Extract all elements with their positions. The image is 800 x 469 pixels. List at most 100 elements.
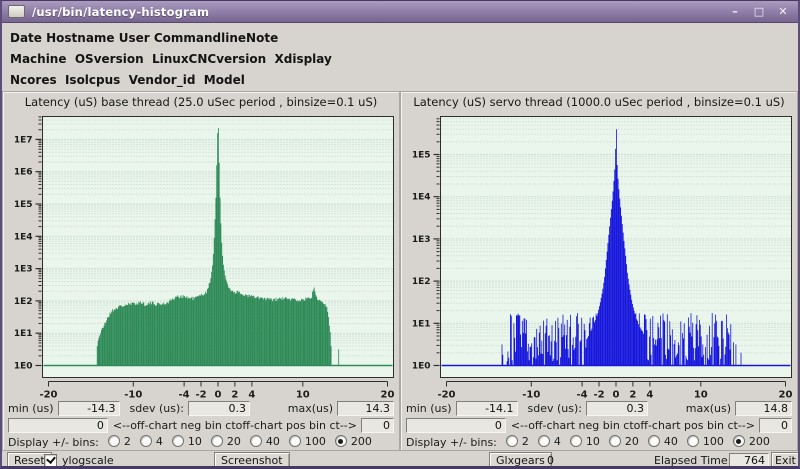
svg-text:10: 10 [296, 390, 310, 401]
radio-bins-100[interactable]: 100 [686, 434, 724, 448]
chart-title-base: Latency (uS) base thread (25.0 uSec peri… [24, 95, 378, 109]
window-title: /usr/bin/latency-histogram [32, 4, 210, 19]
offchart-row: 0 <--off-chart neg bin ct off-chart pos … [3, 417, 399, 434]
radio-bins-200[interactable]: 200 [732, 434, 770, 448]
radio-bins-2[interactable]: 2 [107, 434, 131, 448]
header-line-date: Date Hostname User CommandlineNote [10, 31, 279, 45]
glxgears-count: 0 [547, 454, 554, 467]
radio-label: 4 [553, 434, 561, 448]
svg-text:1E2: 1E2 [412, 277, 431, 287]
radio-bins-20[interactable]: 20 [210, 434, 241, 448]
panel-servo-thread: Latency (uS) servo thread (1000.0 uSec p… [400, 91, 798, 451]
svg-text:1E1: 1E1 [412, 319, 431, 329]
min-label: min (us) [406, 402, 452, 415]
chart-title-servo: Latency (uS) servo thread (1000.0 uSec p… [413, 95, 785, 109]
radio-label: 20 [226, 434, 241, 448]
offchart-pos-label: off-chart pos bin ct--> [633, 419, 755, 432]
radio-icon[interactable] [249, 435, 262, 448]
svg-text:1E1: 1E1 [14, 329, 33, 339]
max-label: max(us) [287, 402, 333, 415]
radio-icon[interactable] [505, 435, 518, 448]
svg-text:2: 2 [231, 390, 238, 401]
radio-label: 200 [350, 434, 372, 448]
radio-bins-200[interactable]: 200 [334, 434, 372, 448]
radio-bins-10[interactable]: 10 [171, 434, 202, 448]
stats-row: min (us) -14.3 sdev (us): 0.3 max(us) 14… [3, 400, 399, 417]
radio-icon[interactable] [569, 435, 582, 448]
radio-label: 40 [265, 434, 280, 448]
radio-bins-2[interactable]: 2 [505, 435, 529, 448]
svg-text:0: 0 [613, 390, 620, 401]
sdev-field: 0.3 [586, 401, 649, 416]
ylogscale-checkbox[interactable] [44, 454, 57, 466]
svg-text:20: 20 [779, 390, 793, 401]
titlebar[interactable]: /usr/bin/latency-histogram – □ ✕ [2, 1, 798, 23]
svg-text:1E3: 1E3 [14, 265, 33, 275]
elapsed-time-field: 764 [729, 453, 769, 466]
info-header: Date Hostname User CommandlineNote Machi… [2, 23, 798, 91]
screenshot-button[interactable]: Screenshot [214, 452, 290, 466]
svg-text:-20: -20 [39, 390, 57, 401]
radio-label: 40 [663, 434, 678, 448]
offchart-pos-field: 0 [759, 418, 792, 433]
panel-base-thread: Latency (uS) base thread (25.0 uSec peri… [2, 91, 400, 451]
svg-text:1E0: 1E0 [14, 362, 33, 372]
radio-bins-10[interactable]: 10 [569, 434, 600, 448]
radio-icon[interactable] [686, 435, 699, 448]
svg-text:0: 0 [215, 390, 222, 401]
close-icon[interactable]: ✕ [778, 5, 788, 18]
offchart-pos-label: off-chart pos bin ct--> [235, 419, 357, 432]
svg-text:-4: -4 [179, 390, 190, 401]
radio-label: 200 [748, 434, 770, 448]
radio-bins-40[interactable]: 40 [249, 434, 280, 448]
radio-label: 20 [624, 434, 639, 448]
radio-icon[interactable] [288, 435, 301, 448]
radio-bins-4[interactable]: 4 [139, 434, 163, 448]
display-bins-label: Display +/- bins: [8, 436, 99, 449]
svg-text:-10: -10 [522, 390, 540, 401]
bins-radio-group: 2 4 10 20 40 100 200 [99, 435, 372, 451]
minimize-icon[interactable]: – [732, 5, 738, 18]
radio-bins-4[interactable]: 4 [537, 434, 561, 448]
radio-icon[interactable] [732, 435, 745, 448]
radio-icon[interactable] [537, 435, 550, 448]
offchart-neg-field: 0 [406, 418, 506, 433]
radio-icon[interactable] [107, 435, 120, 448]
radio-bins-20[interactable]: 20 [608, 434, 639, 448]
svg-text:10: 10 [694, 390, 708, 401]
max-field: 14.8 [735, 401, 792, 416]
display-bins-row: Display +/- bins: 2 4 10 20 40 100 200 [401, 434, 797, 451]
radio-label: 100 [702, 434, 724, 448]
radio-label: 100 [304, 434, 326, 448]
radio-icon[interactable] [210, 435, 223, 448]
svg-text:1E5: 1E5 [14, 200, 33, 210]
radio-icon[interactable] [647, 435, 660, 448]
radio-bins-100[interactable]: 100 [288, 434, 326, 448]
window-icon [8, 5, 25, 18]
radio-bins-40[interactable]: 40 [647, 434, 678, 448]
svg-text:1E4: 1E4 [412, 193, 431, 203]
min-field: -14.3 [57, 401, 120, 416]
sdev-label: sdev (us): [129, 402, 185, 415]
exit-button[interactable]: Exit [771, 452, 798, 466]
svg-text:1E5: 1E5 [412, 151, 431, 161]
svg-text:-10: -10 [124, 390, 142, 401]
radio-label: 10 [187, 434, 202, 448]
radio-icon[interactable] [334, 435, 347, 448]
offchart-neg-label: <--off-chart neg bin ct [112, 419, 236, 432]
ylogscale-label[interactable]: ylogscale [62, 454, 114, 467]
svg-text:2: 2 [629, 390, 636, 401]
bins-radio-group: 2 4 10 20 40 100 200 [497, 435, 770, 451]
svg-text:-20: -20 [437, 390, 455, 401]
min-field: -14.1 [455, 401, 518, 416]
radio-icon[interactable] [139, 435, 152, 448]
maximize-icon[interactable]: □ [753, 5, 765, 18]
radio-label: 2 [123, 434, 131, 448]
radio-label: 4 [155, 434, 163, 448]
radio-icon[interactable] [171, 435, 184, 448]
radio-icon[interactable] [608, 435, 621, 448]
offchart-pos-field: 0 [361, 418, 394, 433]
glxgears-button[interactable]: Glxgears [489, 452, 552, 466]
radio-label: 10 [585, 434, 600, 448]
